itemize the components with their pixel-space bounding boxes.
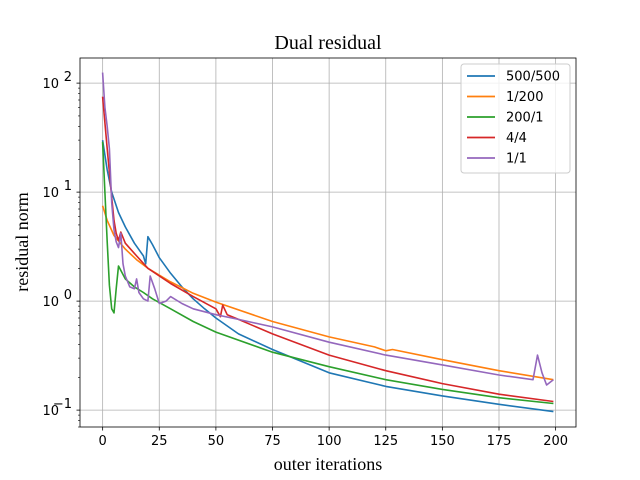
y-tick-exponent: −1 xyxy=(53,397,72,412)
x-tick-label: 125 xyxy=(373,434,398,449)
x-tick-label: 50 xyxy=(208,434,225,449)
y-tick-label: 10 xyxy=(42,295,59,310)
y-tick-label: 10 xyxy=(42,404,59,419)
series-line-4-4 xyxy=(101,96,554,403)
x-tick-label: 0 xyxy=(99,434,107,449)
series-line-500-500 xyxy=(101,139,554,413)
x-tick-label: 100 xyxy=(317,434,342,449)
legend-label: 4/4 xyxy=(506,131,527,146)
y-tick-label: 10 xyxy=(42,77,59,92)
y-tick-exponent: 2 xyxy=(64,70,72,85)
legend-label: 500/500 xyxy=(506,70,560,85)
x-tick-label: 200 xyxy=(543,434,568,449)
legend-label: 200/1 xyxy=(506,111,543,126)
series-line-200-1 xyxy=(101,141,554,405)
plot-frame xyxy=(79,57,577,428)
y-tick-label: 10 xyxy=(42,186,59,201)
legend-box xyxy=(460,63,571,174)
y-axis-label: residual norm xyxy=(12,192,32,291)
series-lines xyxy=(101,72,554,413)
x-tick-label: 75 xyxy=(264,434,281,449)
legend-label: 1/200 xyxy=(506,90,543,105)
series-line-1-1 xyxy=(101,72,554,386)
x-axis-label: outer iterations xyxy=(274,454,382,474)
x-tick-label: 175 xyxy=(487,434,512,449)
y-tick-exponent: 1 xyxy=(64,179,72,194)
y-tick-exponent: 0 xyxy=(64,288,72,303)
chart-title: Dual residual xyxy=(274,32,382,54)
x-tick-label: 25 xyxy=(151,434,168,449)
x-axis: 0 25 50 75 100 125 150 175 200 xyxy=(99,427,568,449)
legend: 500/500 1/200 200/1 4/4 1/1 xyxy=(460,63,571,174)
x-tick-label: 150 xyxy=(430,434,455,449)
legend-label: 1/1 xyxy=(506,152,527,167)
